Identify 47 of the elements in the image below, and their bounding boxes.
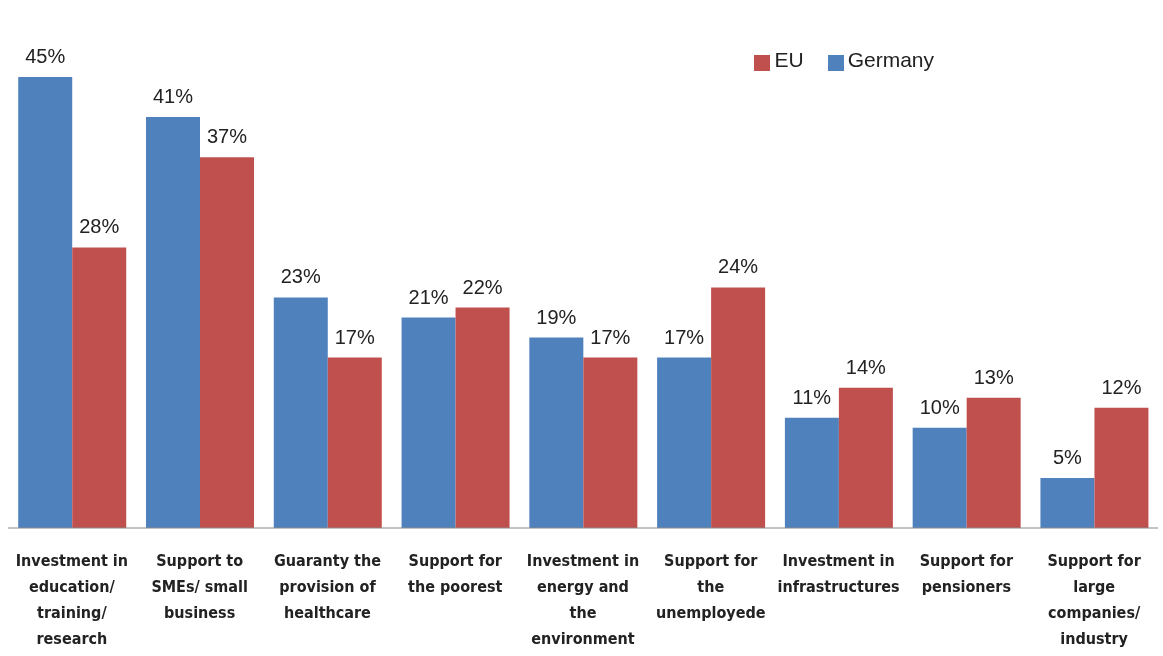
data-label: 45% <box>25 45 66 67</box>
bar <box>200 157 254 528</box>
data-label: 17% <box>664 325 705 348</box>
data-label: 24% <box>718 255 759 278</box>
bar <box>327 357 382 528</box>
bar <box>1040 477 1095 528</box>
bar <box>657 357 712 528</box>
x-tick-label: Investment in infrastructures <box>777 551 900 596</box>
data-label: 41% <box>152 85 194 108</box>
data-label: 23% <box>280 265 322 288</box>
bar <box>1094 407 1149 528</box>
bar <box>583 357 638 528</box>
x-tick-label: Guaranty the provision of healthcare <box>273 551 382 622</box>
bar <box>529 337 584 528</box>
legend-label: EU <box>774 48 804 71</box>
data-label: 10% <box>919 395 960 418</box>
bar <box>966 397 1021 528</box>
data-label: 17% <box>334 325 376 348</box>
data-label: 12% <box>1101 375 1142 398</box>
bar <box>784 417 839 528</box>
bar <box>18 77 73 528</box>
bar <box>455 307 510 528</box>
bar <box>711 287 766 528</box>
x-tick-label: Investment in energy and the environment <box>526 551 640 648</box>
data-label: 11% <box>792 385 832 408</box>
data-label: 19% <box>536 305 577 328</box>
x-tick-label: Support for large companies/ industry <box>1047 551 1142 648</box>
bar <box>912 427 967 528</box>
data-label: 17% <box>590 325 631 348</box>
x-tick-label: Support to SMEs/ small business <box>151 551 248 622</box>
data-label: 21% <box>408 285 449 308</box>
bar <box>146 117 200 528</box>
x-tick-label: Support for the poorest <box>408 551 503 596</box>
bar <box>838 387 893 528</box>
data-label: 22% <box>462 275 503 298</box>
x-tick-label: Support for the unemployede <box>655 551 766 622</box>
data-label: 13% <box>973 365 1014 388</box>
x-tick-label: Support for pensioners <box>919 551 1014 596</box>
bar <box>72 247 127 528</box>
data-label: 28% <box>79 215 120 238</box>
bar <box>401 317 456 528</box>
legend-label: Germany <box>847 48 934 71</box>
data-label: 37% <box>206 125 248 148</box>
data-label: 14% <box>845 355 887 378</box>
bar <box>273 297 328 528</box>
data-label: 5% <box>1052 445 1083 468</box>
x-tick-label: Investment in education/ training/ research <box>15 551 129 648</box>
